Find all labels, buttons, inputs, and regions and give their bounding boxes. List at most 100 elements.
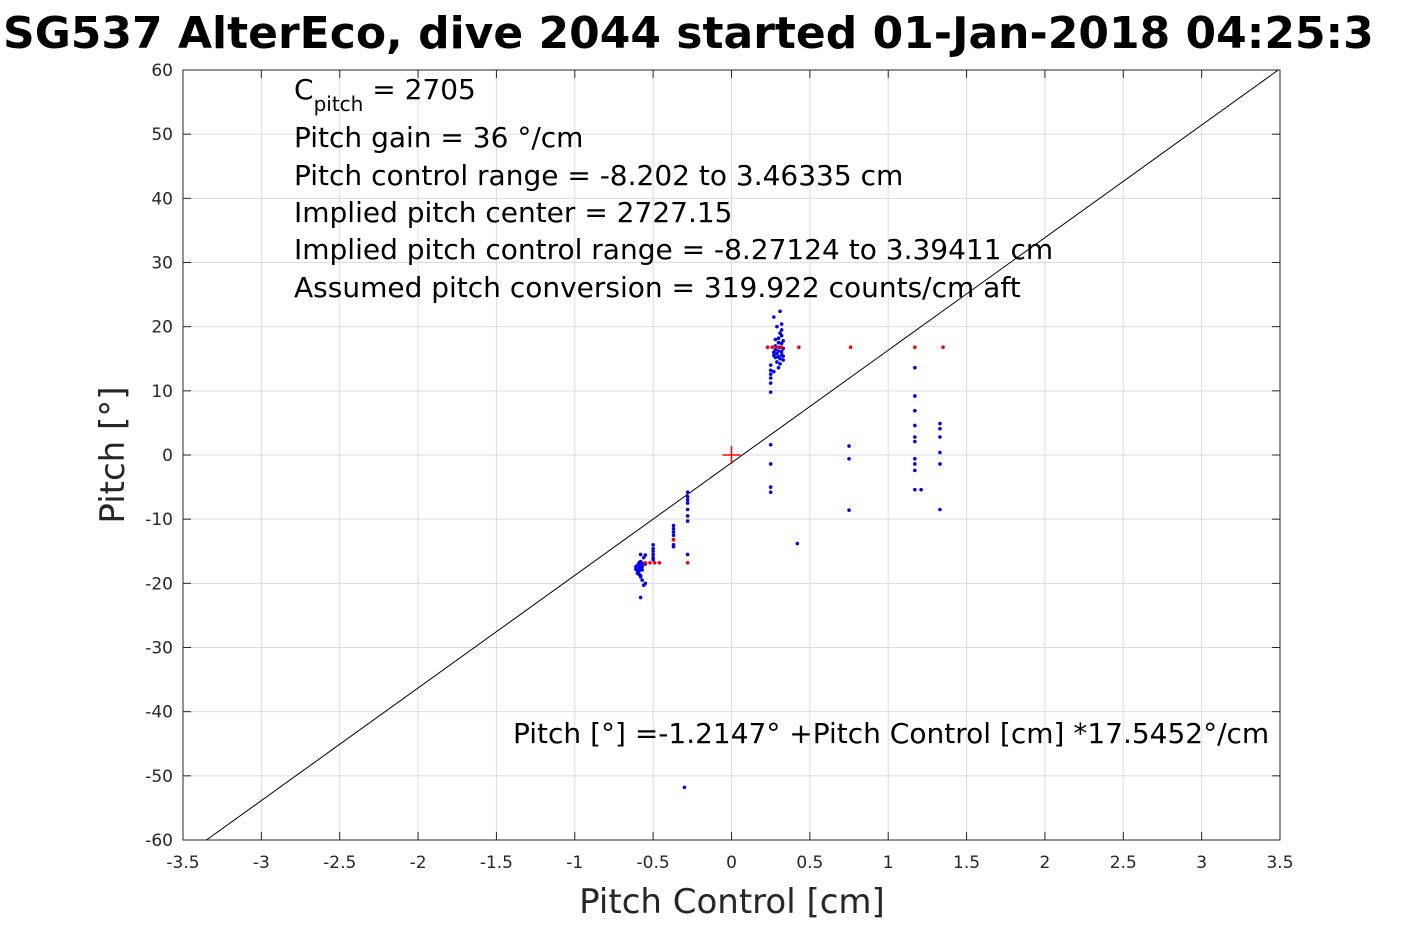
x-tick-labels: -3.5 -3 -2.5 -2 -1.5 -1 -0.5 0 0.5 1 1.5 2 2.5 3 3.5 bbox=[166, 853, 1293, 873]
x-tick-label: 0.5 bbox=[796, 853, 823, 873]
data-point bbox=[938, 450, 942, 455]
data-point bbox=[671, 544, 676, 549]
c-pitch-main: C bbox=[294, 73, 314, 106]
data-point bbox=[685, 519, 690, 523]
data-point bbox=[685, 494, 690, 499]
y-tick-label: 30 bbox=[151, 254, 173, 274]
data-point bbox=[938, 421, 942, 426]
data-point bbox=[775, 345, 779, 350]
y-tick-label: -30 bbox=[145, 639, 173, 659]
data-point bbox=[768, 485, 773, 489]
grid bbox=[182, 69, 1281, 841]
y-tick-label: -20 bbox=[145, 574, 173, 594]
x-tick-label: -3.5 bbox=[166, 853, 199, 873]
data-point bbox=[768, 372, 773, 376]
data-point bbox=[779, 322, 784, 326]
data-point bbox=[643, 553, 648, 557]
data-point bbox=[651, 557, 655, 562]
x-tick-label: 2.5 bbox=[1110, 853, 1137, 873]
data-point bbox=[938, 507, 942, 512]
data-point bbox=[797, 345, 801, 350]
data-point bbox=[775, 324, 779, 329]
data-point bbox=[913, 394, 917, 398]
data-point bbox=[779, 349, 784, 354]
data-point bbox=[640, 568, 644, 572]
data-point bbox=[776, 365, 781, 370]
data-point bbox=[913, 408, 917, 413]
data-point bbox=[651, 543, 655, 547]
data-point bbox=[651, 549, 655, 554]
data-point bbox=[913, 423, 917, 428]
chart-title: SG537 AlterEco, dive 2044 started 01-Jan… bbox=[3, 8, 1374, 59]
data-point bbox=[941, 345, 945, 350]
x-tick-label: -3 bbox=[253, 853, 270, 873]
c-pitch-annotation: Cpitch = 2705 bbox=[294, 73, 476, 116]
data-point bbox=[671, 537, 676, 542]
pitch-control-range-annotation: Pitch control range = -8.202 to 3.46335 … bbox=[294, 159, 903, 192]
data-point bbox=[778, 362, 782, 366]
y-tick-label: -60 bbox=[145, 831, 173, 851]
data-point bbox=[638, 595, 643, 600]
data-point bbox=[781, 354, 786, 358]
y-tick-label: 10 bbox=[151, 382, 173, 402]
data-point bbox=[648, 561, 652, 565]
data-point bbox=[768, 442, 773, 447]
x-tick-label: -2 bbox=[410, 853, 427, 873]
y-tick-label: 50 bbox=[151, 125, 173, 145]
data-point bbox=[938, 426, 942, 431]
center-marker bbox=[722, 446, 741, 464]
data-point bbox=[685, 507, 690, 512]
data-point bbox=[776, 336, 781, 341]
data-point bbox=[776, 340, 781, 345]
y-tick-label: 0 bbox=[162, 446, 173, 466]
data-point bbox=[768, 368, 773, 373]
data-point bbox=[938, 462, 942, 466]
data-point bbox=[634, 564, 638, 569]
data-point bbox=[775, 360, 779, 364]
data-point bbox=[640, 564, 644, 569]
data-point bbox=[640, 561, 644, 566]
c-pitch-value: = 2705 bbox=[363, 73, 476, 106]
data-point bbox=[938, 435, 942, 439]
data-points bbox=[634, 309, 945, 790]
implied-pitch-control-range-annotation: Implied pitch control range = -8.27124 t… bbox=[294, 233, 1053, 266]
data-point bbox=[651, 546, 655, 551]
data-point bbox=[685, 552, 690, 557]
data-point bbox=[781, 358, 786, 362]
data-point bbox=[637, 569, 641, 573]
axis-ticks bbox=[182, 69, 1281, 841]
c-pitch-subscript: pitch bbox=[314, 92, 364, 116]
x-tick-label: 1.5 bbox=[953, 853, 980, 873]
data-point bbox=[848, 345, 853, 350]
x-tick-label: 2 bbox=[1040, 853, 1051, 873]
data-point bbox=[638, 575, 643, 579]
y-tick-label: -10 bbox=[145, 510, 173, 530]
data-point bbox=[671, 526, 676, 531]
data-point bbox=[685, 498, 690, 502]
data-point bbox=[685, 561, 690, 565]
fit-equation-annotation: Pitch [°] =-1.2147° +Pitch Control [cm] … bbox=[513, 717, 1269, 750]
x-tick-label: 0 bbox=[726, 853, 737, 873]
data-point bbox=[638, 552, 643, 557]
data-point bbox=[643, 581, 648, 586]
data-point bbox=[651, 552, 655, 557]
implied-pitch-center-annotation: Implied pitch center = 2727.15 bbox=[294, 196, 732, 229]
data-point bbox=[768, 490, 773, 495]
data-point bbox=[652, 561, 657, 565]
data-point bbox=[913, 365, 917, 370]
data-point bbox=[685, 490, 690, 495]
data-point bbox=[847, 457, 851, 461]
data-point bbox=[671, 523, 676, 528]
data-point bbox=[685, 501, 690, 505]
data-point bbox=[685, 514, 690, 518]
y-tick-label: -40 bbox=[145, 703, 173, 723]
data-point bbox=[847, 444, 851, 448]
data-point bbox=[913, 439, 917, 444]
data-point bbox=[913, 457, 917, 461]
data-point bbox=[765, 345, 770, 350]
data-point bbox=[768, 462, 773, 466]
data-point bbox=[779, 333, 784, 338]
data-point bbox=[778, 356, 782, 361]
data-point bbox=[913, 435, 917, 439]
